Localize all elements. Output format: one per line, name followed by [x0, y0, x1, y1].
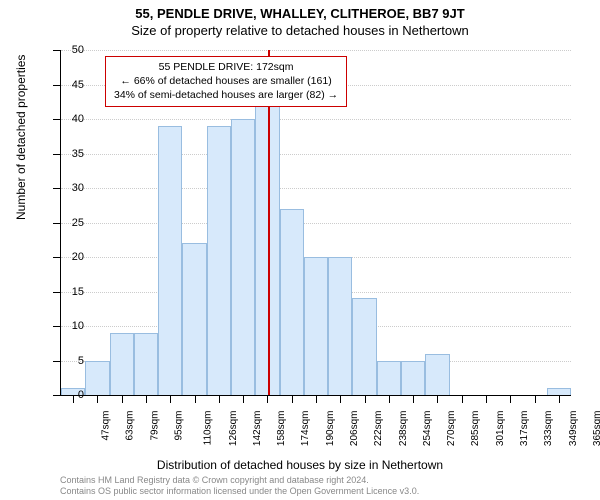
- x-tick: [413, 395, 414, 403]
- x-tick-label: 142sqm: [252, 411, 263, 447]
- histogram-bar: [85, 361, 109, 396]
- x-tick-label: 270sqm: [446, 411, 457, 447]
- page-title-main: 55, PENDLE DRIVE, WHALLEY, CLITHEROE, BB…: [0, 0, 600, 21]
- histogram-bar: [425, 354, 449, 395]
- page-title-sub: Size of property relative to detached ho…: [0, 21, 600, 38]
- x-tick: [73, 395, 74, 403]
- x-tick-label: 190sqm: [325, 411, 336, 447]
- x-tick-label: 238sqm: [398, 411, 409, 447]
- x-tick: [146, 395, 147, 403]
- y-tick: [53, 395, 61, 396]
- grid-line: [61, 223, 571, 224]
- x-tick-label: 47sqm: [101, 411, 112, 441]
- grid-line: [61, 154, 571, 155]
- y-axis-title: Number of detached properties: [14, 55, 28, 220]
- info-line-1: 55 PENDLE DRIVE: 172sqm: [114, 60, 338, 74]
- y-tick-label: 35: [72, 148, 84, 160]
- histogram-bar: [231, 119, 255, 395]
- x-tick: [170, 395, 171, 403]
- y-tick-label: 25: [72, 217, 84, 229]
- info-line-3: 34% of semi-detached houses are larger (…: [114, 88, 338, 102]
- y-tick: [53, 361, 61, 362]
- y-tick: [53, 326, 61, 327]
- x-tick-label: 110sqm: [203, 411, 214, 446]
- x-tick: [267, 395, 268, 403]
- y-tick: [53, 119, 61, 120]
- x-tick-label: 95sqm: [174, 411, 185, 441]
- grid-line: [61, 50, 571, 51]
- histogram-bar: [182, 243, 206, 395]
- y-tick-label: 50: [72, 44, 84, 56]
- histogram-bar: [158, 126, 182, 395]
- x-tick-label: 174sqm: [301, 411, 312, 447]
- x-tick: [437, 395, 438, 403]
- x-tick: [97, 395, 98, 403]
- x-tick-label: 79sqm: [149, 411, 160, 441]
- histogram-bar: [280, 209, 304, 395]
- y-tick-label: 10: [72, 320, 84, 332]
- y-tick: [53, 292, 61, 293]
- x-tick: [389, 395, 390, 403]
- x-tick: [195, 395, 196, 403]
- x-tick: [510, 395, 511, 403]
- property-info-box: 55 PENDLE DRIVE: 172sqm ← 66% of detache…: [105, 56, 347, 107]
- grid-line: [61, 119, 571, 120]
- histogram-bar: [110, 333, 134, 395]
- x-tick: [122, 395, 123, 403]
- x-tick: [292, 395, 293, 403]
- y-tick-label: 45: [72, 79, 84, 91]
- histogram-bar: [401, 361, 425, 396]
- x-tick-label: 301sqm: [495, 411, 506, 447]
- y-tick: [53, 154, 61, 155]
- x-tick-label: 349sqm: [568, 411, 579, 447]
- y-tick: [53, 188, 61, 189]
- x-tick: [365, 395, 366, 403]
- y-tick-label: 15: [72, 286, 84, 298]
- y-tick-label: 40: [72, 113, 84, 125]
- x-tick: [340, 395, 341, 403]
- histogram-bar: [207, 126, 231, 395]
- y-tick-label: 5: [78, 355, 84, 367]
- x-tick: [486, 395, 487, 403]
- x-tick-label: 63sqm: [125, 411, 136, 441]
- y-tick: [53, 50, 61, 51]
- histogram-bar: [377, 361, 401, 396]
- x-tick: [243, 395, 244, 403]
- y-tick-label: 30: [72, 182, 84, 194]
- x-tick: [462, 395, 463, 403]
- footer-attribution: Contains HM Land Registry data © Crown c…: [60, 475, 419, 498]
- x-tick-label: 254sqm: [422, 411, 433, 447]
- histogram-bar: [352, 298, 376, 395]
- x-tick: [535, 395, 536, 403]
- x-tick-label: 158sqm: [276, 411, 287, 447]
- histogram-bar: [328, 257, 352, 395]
- histogram-bar: [304, 257, 328, 395]
- x-tick-label: 365sqm: [592, 411, 600, 447]
- x-tick-label: 126sqm: [228, 411, 239, 447]
- y-tick: [53, 223, 61, 224]
- y-tick: [53, 85, 61, 86]
- x-tick-label: 333sqm: [543, 411, 554, 447]
- x-tick-label: 222sqm: [373, 411, 384, 447]
- x-tick: [219, 395, 220, 403]
- y-tick-label: 20: [72, 251, 84, 263]
- info-line-2: ← 66% of detached houses are smaller (16…: [114, 74, 338, 88]
- x-tick: [559, 395, 560, 403]
- footer-line-1: Contains HM Land Registry data © Crown c…: [60, 475, 419, 486]
- grid-line: [61, 188, 571, 189]
- y-tick: [53, 257, 61, 258]
- x-tick: [316, 395, 317, 403]
- x-axis-title: Distribution of detached houses by size …: [0, 458, 600, 472]
- x-tick-label: 317sqm: [519, 411, 530, 447]
- y-tick-label: 0: [78, 389, 84, 401]
- histogram-bar: [547, 388, 571, 395]
- x-tick-label: 285sqm: [471, 411, 482, 447]
- histogram-bar: [134, 333, 158, 395]
- x-tick-label: 206sqm: [349, 411, 360, 447]
- footer-line-2: Contains OS public sector information li…: [60, 486, 419, 497]
